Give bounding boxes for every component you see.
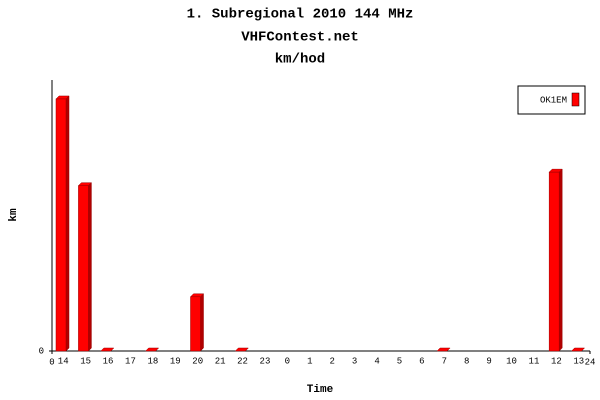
y-axis-label: km [8,208,20,222]
x-tick-label: 10 [506,356,517,366]
x-tick-label: 7 [442,356,447,366]
x-edge-label: 0 [49,357,54,367]
bar-side [200,293,204,352]
x-tick-label: 21 [215,356,226,366]
bar-top [570,347,586,352]
x-tick-label: 20 [192,356,203,366]
x-tick-label: 6 [419,356,424,366]
x-tick-label: 11 [529,356,540,366]
x-tick-label: 9 [486,356,491,366]
x-tick-label: 1 [307,356,312,366]
legend-label: OK1EM [540,95,567,105]
x-tick-label: 12 [551,356,562,366]
bar-side [88,182,92,352]
x-tick-label: 18 [147,356,158,366]
bar-top [145,347,160,352]
x-tick-label: 15 [80,356,91,366]
unit-title: km/hod [275,52,325,68]
x-tick-label: 23 [260,356,271,366]
x-tick-label: 2 [330,356,335,366]
chart-title: 1. Subregional 2010 144 MHz [187,7,414,23]
x-tick-label: 19 [170,356,181,366]
chart-subtitle: VHFContest.net [241,30,359,46]
bar [190,296,201,352]
bar-top [100,347,115,352]
x-tick-label: 22 [237,356,248,366]
x-axis-label: Time [307,384,334,396]
x-edge-label: 24 [585,357,596,367]
x-tick-label: 0 [285,356,290,366]
x-tick-label: 8 [464,356,469,366]
x-tick-label: 4 [374,356,379,366]
bar-side [558,168,563,352]
bar-top [436,347,451,352]
bar [548,171,560,352]
x-tick-label: 17 [125,356,136,366]
x-tick-label: 13 [573,356,584,366]
x-tick-label: 14 [58,356,69,366]
x-tick-label: 5 [397,356,402,366]
y-tick-label: 0 [39,346,44,356]
bar-side [65,95,70,352]
bar [55,98,67,352]
bar-top [234,347,249,352]
x-tick-label: 3 [352,356,357,366]
bar [78,185,89,352]
x-tick-label: 16 [103,356,114,366]
legend-swatch [571,92,580,107]
